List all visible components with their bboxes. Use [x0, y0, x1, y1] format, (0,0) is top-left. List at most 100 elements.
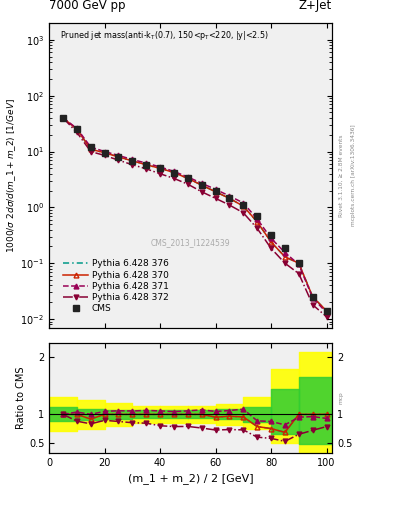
CMS	[144, 162, 149, 168]
Pythia 6.428 371	[75, 125, 79, 132]
Text: CMS_2013_I1224539: CMS_2013_I1224539	[151, 238, 230, 247]
X-axis label: (m_1 + m_2) / 2 [GeV]: (m_1 + m_2) / 2 [GeV]	[128, 474, 253, 484]
Pythia 6.428 370	[296, 260, 301, 266]
Pythia 6.428 371	[324, 310, 329, 316]
Pythia 6.428 376	[158, 165, 162, 172]
Pythia 6.428 370	[75, 126, 79, 133]
Pythia 6.428 372	[158, 170, 162, 177]
Text: Pruned jet mass(anti-k$_\mathregular{T}$(0.7), 150<p$_\mathregular{T}$<220, |y|<: Pruned jet mass(anti-k$_\mathregular{T}$…	[61, 29, 269, 42]
Pythia 6.428 376	[213, 189, 218, 195]
Pythia 6.428 370	[255, 219, 259, 225]
CMS	[185, 175, 190, 181]
CMS	[227, 195, 232, 201]
Pythia 6.428 372	[130, 162, 135, 168]
Pythia 6.428 371	[269, 235, 274, 241]
Pythia 6.428 376	[199, 182, 204, 188]
CMS	[255, 213, 259, 219]
CMS	[172, 169, 176, 176]
CMS	[116, 154, 121, 160]
Pythia 6.428 371	[102, 148, 107, 155]
Pythia 6.428 372	[75, 130, 79, 136]
Pythia 6.428 376	[269, 239, 274, 245]
Pythia 6.428 372	[116, 157, 121, 163]
CMS	[75, 126, 79, 133]
Y-axis label: $1000/\sigma\ 2d\sigma/d(m\_1 + m\_2)\ [1/GeV]$: $1000/\sigma\ 2d\sigma/d(m\_1 + m\_2)\ […	[5, 98, 18, 253]
Pythia 6.428 372	[310, 302, 315, 308]
CMS	[199, 182, 204, 188]
Pythia 6.428 371	[185, 174, 190, 180]
CMS	[269, 232, 274, 238]
Pythia 6.428 372	[269, 245, 274, 251]
Pythia 6.428 376	[296, 260, 301, 266]
Line: Pythia 6.428 370: Pythia 6.428 370	[61, 116, 329, 313]
Pythia 6.428 370	[116, 154, 121, 160]
Pythia 6.428 370	[269, 239, 274, 245]
Text: Z+Jet: Z+Jet	[299, 0, 332, 12]
Pythia 6.428 372	[61, 115, 65, 121]
Text: 7000 GeV pp: 7000 GeV pp	[49, 0, 126, 12]
CMS	[283, 245, 287, 251]
Pythia 6.428 372	[199, 189, 204, 195]
Pythia 6.428 372	[213, 195, 218, 201]
Pythia 6.428 376	[310, 294, 315, 300]
Pythia 6.428 376	[130, 158, 135, 164]
Pythia 6.428 376	[102, 150, 107, 156]
Pythia 6.428 372	[227, 202, 232, 208]
Pythia 6.428 372	[296, 270, 301, 276]
Pythia 6.428 371	[130, 156, 135, 162]
Pythia 6.428 376	[227, 195, 232, 201]
Text: Rivet 3.1.10, ≥ 2.8M events: Rivet 3.1.10, ≥ 2.8M events	[339, 134, 344, 217]
Pythia 6.428 371	[227, 193, 232, 199]
Pythia 6.428 370	[324, 308, 329, 314]
Pythia 6.428 372	[324, 314, 329, 320]
Pythia 6.428 371	[158, 164, 162, 170]
Pythia 6.428 376	[255, 219, 259, 225]
Pythia 6.428 370	[158, 165, 162, 172]
Pythia 6.428 370	[185, 175, 190, 181]
Pythia 6.428 370	[61, 115, 65, 121]
Pythia 6.428 371	[172, 168, 176, 175]
Pythia 6.428 371	[255, 216, 259, 222]
Line: Pythia 6.428 376: Pythia 6.428 376	[63, 118, 327, 311]
Text: mcp: mcp	[339, 392, 344, 404]
Pythia 6.428 371	[144, 160, 149, 166]
Line: Pythia 6.428 372: Pythia 6.428 372	[61, 116, 329, 319]
Pythia 6.428 370	[310, 294, 315, 300]
CMS	[88, 144, 93, 150]
CMS	[102, 150, 107, 156]
Pythia 6.428 371	[310, 295, 315, 301]
Pythia 6.428 372	[144, 166, 149, 172]
Pythia 6.428 372	[172, 175, 176, 181]
Pythia 6.428 370	[172, 169, 176, 176]
CMS	[130, 158, 135, 164]
Pythia 6.428 371	[241, 200, 246, 206]
Pythia 6.428 376	[116, 154, 121, 160]
CMS	[310, 294, 315, 300]
Pythia 6.428 372	[241, 210, 246, 216]
Legend: Pythia 6.428 376, Pythia 6.428 370, Pythia 6.428 371, Pythia 6.428 372, CMS: Pythia 6.428 376, Pythia 6.428 370, Pyth…	[59, 256, 172, 317]
Line: CMS: CMS	[60, 115, 329, 314]
Text: mcplots.cern.ch [arXiv:1306.3436]: mcplots.cern.ch [arXiv:1306.3436]	[351, 124, 356, 226]
CMS	[158, 165, 162, 172]
CMS	[296, 260, 301, 266]
Pythia 6.428 370	[144, 162, 149, 168]
Pythia 6.428 376	[172, 169, 176, 176]
Pythia 6.428 370	[88, 146, 93, 152]
Pythia 6.428 371	[213, 186, 218, 193]
CMS	[324, 308, 329, 314]
Pythia 6.428 371	[199, 180, 204, 186]
Pythia 6.428 371	[61, 115, 65, 121]
Pythia 6.428 371	[116, 153, 121, 159]
Pythia 6.428 376	[61, 115, 65, 121]
Pythia 6.428 370	[130, 158, 135, 164]
Pythia 6.428 372	[255, 225, 259, 231]
Pythia 6.428 372	[283, 260, 287, 266]
Pythia 6.428 376	[144, 162, 149, 168]
Pythia 6.428 376	[324, 308, 329, 314]
Pythia 6.428 371	[88, 144, 93, 150]
Pythia 6.428 372	[102, 153, 107, 159]
Pythia 6.428 370	[199, 182, 204, 188]
Pythia 6.428 372	[88, 148, 93, 155]
Pythia 6.428 376	[283, 254, 287, 260]
Y-axis label: Ratio to CMS: Ratio to CMS	[16, 367, 26, 430]
